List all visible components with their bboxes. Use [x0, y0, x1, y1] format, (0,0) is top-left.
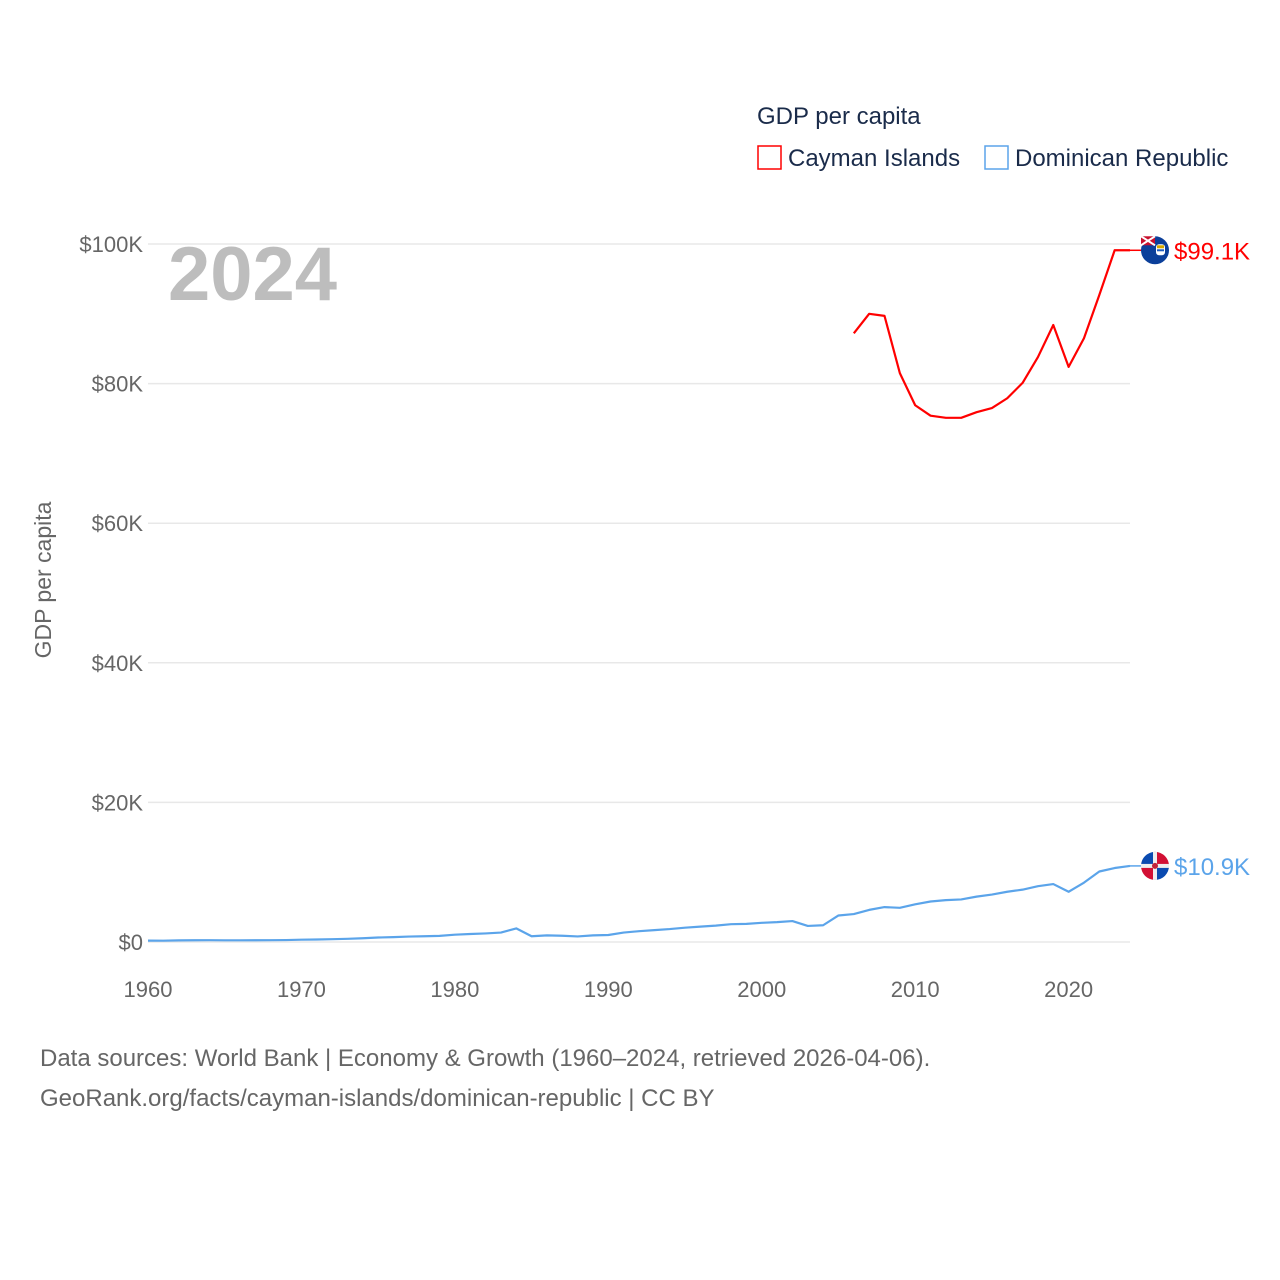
legend-swatch	[984, 145, 1009, 170]
legend-label: Cayman Islands	[788, 145, 960, 172]
legend-title: GDP per capita	[757, 103, 921, 130]
legend: GDP per capita Cayman Islands Dominican …	[757, 103, 1228, 172]
y-tick-label: $60K	[92, 511, 144, 536]
y-tick-label: $20K	[92, 790, 144, 815]
x-tick-label: 1970	[277, 977, 326, 1002]
cayman-islands-flag-icon	[1140, 235, 1169, 265]
y-tick-label: $100K	[79, 232, 143, 257]
legend-item-dominican-republic[interactable]: Dominican Republic	[984, 145, 1228, 172]
series-line-dominican-republic	[147, 864, 1131, 942]
y-tick-label: $40K	[92, 651, 144, 676]
end-value-label: $10.9K	[1174, 854, 1250, 881]
x-tick-label: 2010	[891, 977, 940, 1002]
footer-sources: Data sources: World Bank | Economy & Gro…	[40, 1045, 931, 1072]
year-watermark: 2024	[168, 232, 337, 317]
y-tick-label: $0	[119, 930, 143, 955]
x-tick-label: 1990	[584, 977, 633, 1002]
y-axis-label: GDP per capita	[30, 501, 56, 658]
x-tick-label: 1960	[124, 977, 173, 1002]
legend-item-cayman-islands[interactable]: Cayman Islands	[757, 145, 960, 172]
end-value-label: $99.1K	[1174, 238, 1250, 265]
x-tick-label: 1980	[430, 977, 479, 1002]
y-tick-label: $80K	[92, 372, 144, 397]
dominican-republic-flag-icon	[1141, 851, 1169, 880]
series-line-cayman-islands	[852, 249, 1130, 419]
legend-label: Dominican Republic	[1015, 145, 1228, 172]
footer-link[interactable]: GeoRank.org/facts/cayman-islands/dominic…	[40, 1085, 715, 1112]
legend-swatch	[757, 145, 782, 170]
x-tick-label: 2000	[737, 977, 786, 1002]
x-tick-label: 2020	[1044, 977, 1093, 1002]
